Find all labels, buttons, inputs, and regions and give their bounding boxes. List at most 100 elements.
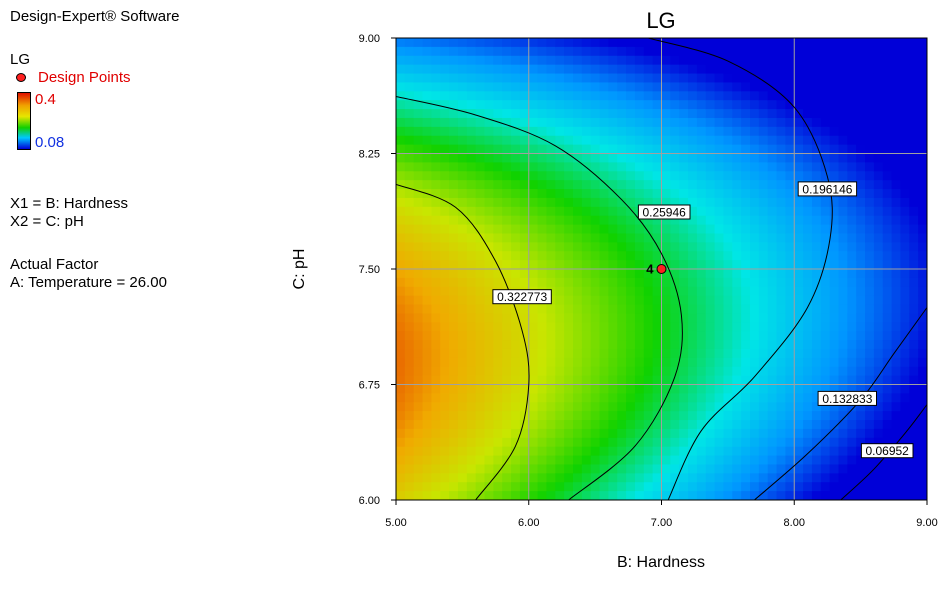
heat-cell xyxy=(865,402,875,412)
heat-cell xyxy=(652,402,663,412)
heat-cell xyxy=(670,224,680,235)
heat-cell xyxy=(475,82,486,92)
heat-cell xyxy=(564,38,574,48)
heat-cell xyxy=(643,357,654,368)
heat-cell xyxy=(891,73,902,84)
heat-cell xyxy=(555,117,565,128)
heat-cell xyxy=(457,295,468,306)
heat-cell xyxy=(528,135,539,146)
heat-cell xyxy=(511,420,521,430)
heat-cell xyxy=(794,269,804,279)
heat-cell xyxy=(705,482,716,492)
heat-cell xyxy=(466,420,477,430)
heat-cell xyxy=(670,109,680,119)
heat-cell xyxy=(457,393,468,403)
heat-cell xyxy=(519,242,530,252)
heat-cell xyxy=(626,393,636,403)
heat-cell xyxy=(466,313,477,323)
heat-cell xyxy=(776,455,786,466)
heat-cell xyxy=(528,340,539,350)
heat-cell xyxy=(776,135,786,146)
heat-cell xyxy=(413,180,424,190)
heat-cell xyxy=(873,357,884,368)
heat-cell xyxy=(767,162,778,172)
heat-cell xyxy=(891,153,902,163)
heat-cell xyxy=(723,464,733,474)
heat-cell xyxy=(838,215,848,226)
heat-cell xyxy=(670,117,680,128)
heat-cell xyxy=(519,340,530,350)
heat-cell xyxy=(440,384,450,394)
heat-cell xyxy=(396,180,406,190)
heat-cell xyxy=(634,455,645,466)
heat-cell xyxy=(528,420,539,430)
heat-cell xyxy=(590,153,601,163)
heat-cell xyxy=(449,180,459,190)
heat-cell xyxy=(564,411,574,421)
heat-cell xyxy=(422,126,432,137)
heat-cell xyxy=(918,144,927,155)
heat-cell xyxy=(626,455,636,466)
heat-cell xyxy=(546,437,556,448)
heat-cell xyxy=(891,402,902,412)
heat-cell xyxy=(413,73,424,84)
heat-cell xyxy=(581,109,592,119)
heat-cell xyxy=(493,135,503,146)
heat-cell xyxy=(679,171,689,181)
heat-cell xyxy=(661,322,671,332)
heat-cell xyxy=(643,215,654,226)
heat-cell xyxy=(820,82,831,92)
heat-cell xyxy=(511,366,521,377)
heat-cell xyxy=(803,197,813,208)
heat-cell xyxy=(564,304,574,315)
heat-cell xyxy=(493,375,503,386)
heat-cell xyxy=(573,428,583,439)
heat-cell xyxy=(475,46,486,57)
heat-cell xyxy=(396,420,406,430)
heat-cell xyxy=(732,420,742,430)
heat-cell xyxy=(440,55,450,66)
heat-cell xyxy=(741,215,751,226)
heat-cell xyxy=(564,420,574,430)
heat-cell xyxy=(396,357,406,368)
heat-cell xyxy=(643,171,654,181)
heat-cell xyxy=(599,491,609,500)
heat-cell xyxy=(519,384,530,394)
heat-cell xyxy=(422,206,432,217)
heat-cell xyxy=(688,366,698,377)
heat-cell xyxy=(803,437,813,448)
heat-cell xyxy=(705,109,716,119)
heat-cell xyxy=(617,411,627,421)
heat-cell xyxy=(705,233,716,243)
heat-cell xyxy=(820,437,831,448)
heat-cell xyxy=(431,304,441,315)
heat-cell xyxy=(891,144,902,155)
heat-cell xyxy=(767,206,778,217)
heat-cell xyxy=(758,242,769,252)
heat-cell xyxy=(705,384,716,394)
heat-cell xyxy=(882,348,893,359)
heat-cell xyxy=(705,375,716,386)
heat-cell xyxy=(431,171,441,181)
heat-cell xyxy=(581,357,592,368)
heat-cell xyxy=(466,171,477,181)
heat-cell xyxy=(652,437,663,448)
heat-cell xyxy=(466,153,477,163)
heat-cell xyxy=(696,331,707,341)
heat-cell xyxy=(449,64,459,75)
heat-cell xyxy=(537,384,548,394)
heat-cell xyxy=(626,260,636,270)
heat-cell xyxy=(493,482,503,492)
heat-cell xyxy=(803,420,813,430)
heat-cell xyxy=(688,446,698,457)
heat-cell xyxy=(838,304,848,315)
heat-cell xyxy=(537,91,548,101)
heat-cell xyxy=(882,126,893,137)
heat-cell xyxy=(422,348,432,359)
heat-cell xyxy=(723,64,733,75)
heat-cell xyxy=(891,91,902,101)
heat-cell xyxy=(803,215,813,226)
heat-cell xyxy=(767,100,778,110)
heat-cell xyxy=(564,224,574,235)
